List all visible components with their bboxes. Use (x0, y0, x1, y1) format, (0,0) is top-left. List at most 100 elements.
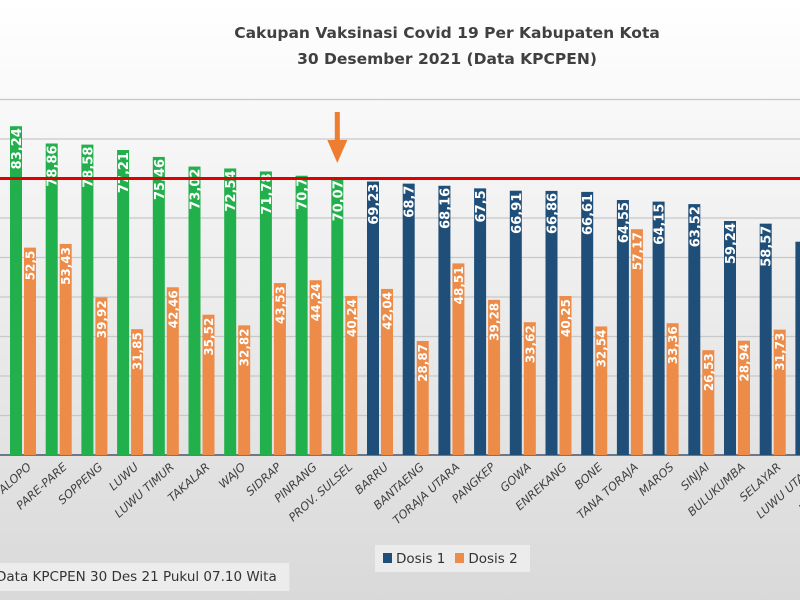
data-label-dosis2: 44,24 (309, 283, 323, 321)
bar-dosis2 (488, 299, 501, 455)
data-label-dosis2: 28,94 (738, 344, 752, 382)
legend-label-dosis1: Dosis 1 (396, 550, 446, 567)
data-label-dosis1: 64,55 (617, 202, 632, 243)
data-label-dosis1: 66,86 (546, 193, 561, 234)
data-label-dosis2: 26,53 (702, 353, 716, 391)
bar-dosis1 (224, 168, 237, 456)
bar-dosis2 (238, 325, 251, 455)
data-label-dosis2: 32,54 (595, 329, 609, 367)
data-label-dosis1: 66,61 (581, 194, 596, 235)
bar-dosis2 (131, 329, 144, 455)
bar-dosis2 (381, 288, 393, 455)
data-label-dosis2: 42,46 (166, 290, 180, 328)
bar-dosis1 (509, 190, 522, 455)
data-label-dosis2: 31,85 (131, 332, 145, 370)
bar-dosis2 (59, 243, 72, 455)
data-label-dosis2: 33,36 (666, 326, 680, 364)
data-label-dosis1: 59,24 (724, 223, 739, 264)
bar-dosis1 (652, 201, 665, 455)
bar-dosis2 (702, 350, 715, 455)
arrow-shaft (334, 112, 340, 144)
bar-dosis2 (24, 247, 36, 455)
data-label-dosis2: 42,04 (381, 292, 395, 330)
arrow-down-icon (327, 140, 348, 163)
bar-dosis2 (630, 229, 643, 455)
bar-dosis2 (95, 297, 108, 455)
data-label-dosis2: 33,62 (523, 325, 537, 363)
bar-dosis1 (616, 200, 629, 455)
bar-dosis1 (724, 221, 736, 455)
category-label: MAROS (636, 460, 677, 499)
bar-dosis1 (45, 143, 58, 456)
bar-dosis1 (117, 150, 130, 455)
bar-dosis1 (259, 171, 272, 455)
data-label-dosis1: 73,02 (189, 169, 204, 210)
data-label-dosis2: 31,73 (773, 333, 787, 371)
bar-dosis1 (474, 188, 487, 455)
bar-dosis1 (367, 181, 379, 455)
data-label-dosis2: 52,5 (24, 251, 38, 281)
data-label-dosis2: 48,51 (452, 266, 466, 304)
category-label: WAJO (216, 460, 248, 491)
bar-dosis2 (523, 322, 536, 455)
data-label-dosis1: 58,57 (760, 226, 775, 267)
data-label-dosis1: 70,7 (296, 178, 311, 210)
data-label-dosis1: 69,23 (367, 184, 382, 225)
data-label-dosis2: 39,92 (95, 300, 109, 338)
bar-dosis1 (795, 241, 800, 455)
bar-dosis2 (559, 296, 572, 455)
bar-dosis2 (595, 326, 608, 455)
data-label-dosis2: 43,53 (273, 286, 287, 324)
bar-dosis2 (345, 296, 358, 455)
bar-dosis2 (273, 283, 286, 455)
data-label-dosis1: 67,5 (474, 190, 489, 222)
legend-item-dosis1: Dosis 1 (383, 551, 445, 567)
legend-label-dosis2: Dosis 2 (468, 550, 518, 567)
legend-swatch-dosis2 (455, 552, 465, 563)
legend-swatch-dosis1 (383, 552, 392, 563)
data-label-dosis2: 53,43 (59, 247, 73, 285)
bar-dosis1 (759, 223, 772, 455)
bar-dosis1 (295, 175, 308, 456)
data-label-dosis1: 72,54 (224, 170, 239, 211)
data-label-dosis1: 70,07 (331, 180, 346, 221)
data-label-dosis2: 40,24 (345, 299, 359, 337)
bar-dosis1 (545, 190, 558, 455)
bar-dosis1 (438, 185, 451, 455)
legend: Dosis 1 Dosis 2 (375, 545, 530, 572)
data-label-dosis2: 39,28 (488, 303, 502, 341)
data-label-dosis1: 63,52 (688, 206, 703, 247)
bar-dosis2 (309, 280, 322, 455)
bar-dosis1 (402, 183, 415, 455)
bar-dosis1 (331, 178, 344, 455)
plot-area: 83,2452,5PALOPO78,8653,43PARE-PARE78,583… (0, 98, 800, 527)
data-label-dosis1: 77,21 (117, 152, 132, 193)
data-label-dosis1: 71,78 (260, 173, 275, 214)
data-label-dosis1: 78,58 (81, 147, 96, 188)
bar-dosis2 (773, 329, 786, 455)
bar-dosis1 (10, 126, 22, 456)
data-label-dosis2: 40,25 (559, 299, 573, 337)
bar-dosis2 (666, 323, 679, 455)
bar-dosis2 (166, 287, 179, 455)
bar-dosis2 (416, 340, 429, 455)
chart-title: Cakupan Vaksinasi Covid 19 Per Kabupaten… (234, 24, 660, 42)
bar-dosis1 (688, 204, 701, 455)
bar-dosis1 (152, 156, 165, 456)
data-label-dosis1: 64,15 (653, 204, 668, 245)
data-label-dosis1: 66,91 (510, 193, 525, 234)
data-label-dosis1: 83,24 (10, 128, 25, 169)
chart-subtitle: 30 Desember 2021 (Data KPCPEN) (297, 50, 597, 68)
category-label: PROV. SULSEL (286, 460, 356, 525)
data-label-dosis1: 78,86 (46, 146, 61, 187)
data-label-dosis1: 68,16 (438, 188, 453, 229)
footnote: Data KPCPEN 30 Des 21 Pukul 07.10 Wita (0, 563, 290, 591)
bar-dosis2 (738, 340, 750, 455)
data-label-dosis1: 68,7 (403, 186, 418, 218)
data-label-dosis2: 35,52 (202, 318, 216, 356)
bar-dosis1 (581, 191, 594, 455)
bar-dosis1 (81, 144, 94, 455)
bar-dosis2 (452, 263, 465, 455)
data-label-dosis2: 57,17 (630, 232, 644, 270)
